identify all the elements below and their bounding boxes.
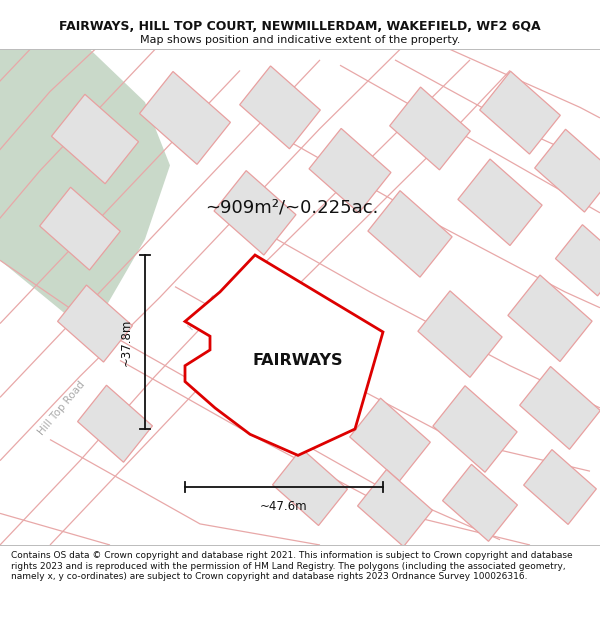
Polygon shape [350, 398, 430, 481]
Polygon shape [524, 449, 596, 524]
Text: Map shows position and indicative extent of the property.: Map shows position and indicative extent… [140, 35, 460, 45]
Text: FAIRWAYS, HILL TOP COURT, NEWMILLERDAM, WAKEFIELD, WF2 6QA: FAIRWAYS, HILL TOP COURT, NEWMILLERDAM, … [59, 21, 541, 33]
Polygon shape [520, 366, 600, 449]
Polygon shape [368, 191, 452, 277]
Polygon shape [389, 87, 470, 170]
Polygon shape [272, 449, 347, 526]
Polygon shape [556, 224, 600, 296]
Text: ~37.8m: ~37.8m [120, 318, 133, 366]
Polygon shape [535, 129, 600, 212]
Polygon shape [58, 285, 133, 362]
Polygon shape [239, 66, 320, 149]
Polygon shape [214, 171, 296, 255]
Polygon shape [309, 128, 391, 213]
Polygon shape [443, 464, 517, 541]
Polygon shape [40, 188, 121, 270]
Polygon shape [479, 71, 560, 154]
Text: Hill Top Co...: Hill Top Co... [187, 284, 229, 332]
Text: Contains OS data © Crown copyright and database right 2021. This information is : Contains OS data © Crown copyright and d… [11, 551, 572, 581]
Text: ~909m²/~0.225ac.: ~909m²/~0.225ac. [205, 199, 379, 216]
Polygon shape [418, 291, 502, 378]
Polygon shape [185, 255, 383, 456]
Polygon shape [433, 386, 517, 472]
Polygon shape [0, 49, 170, 334]
Polygon shape [458, 159, 542, 246]
Polygon shape [140, 71, 230, 164]
Polygon shape [508, 275, 592, 361]
Text: ~47.6m: ~47.6m [260, 499, 308, 512]
Text: Hill Top Road: Hill Top Road [37, 379, 87, 437]
Polygon shape [358, 469, 433, 547]
Polygon shape [52, 94, 139, 184]
Polygon shape [77, 385, 152, 462]
Text: FAIRWAYS: FAIRWAYS [253, 353, 343, 368]
